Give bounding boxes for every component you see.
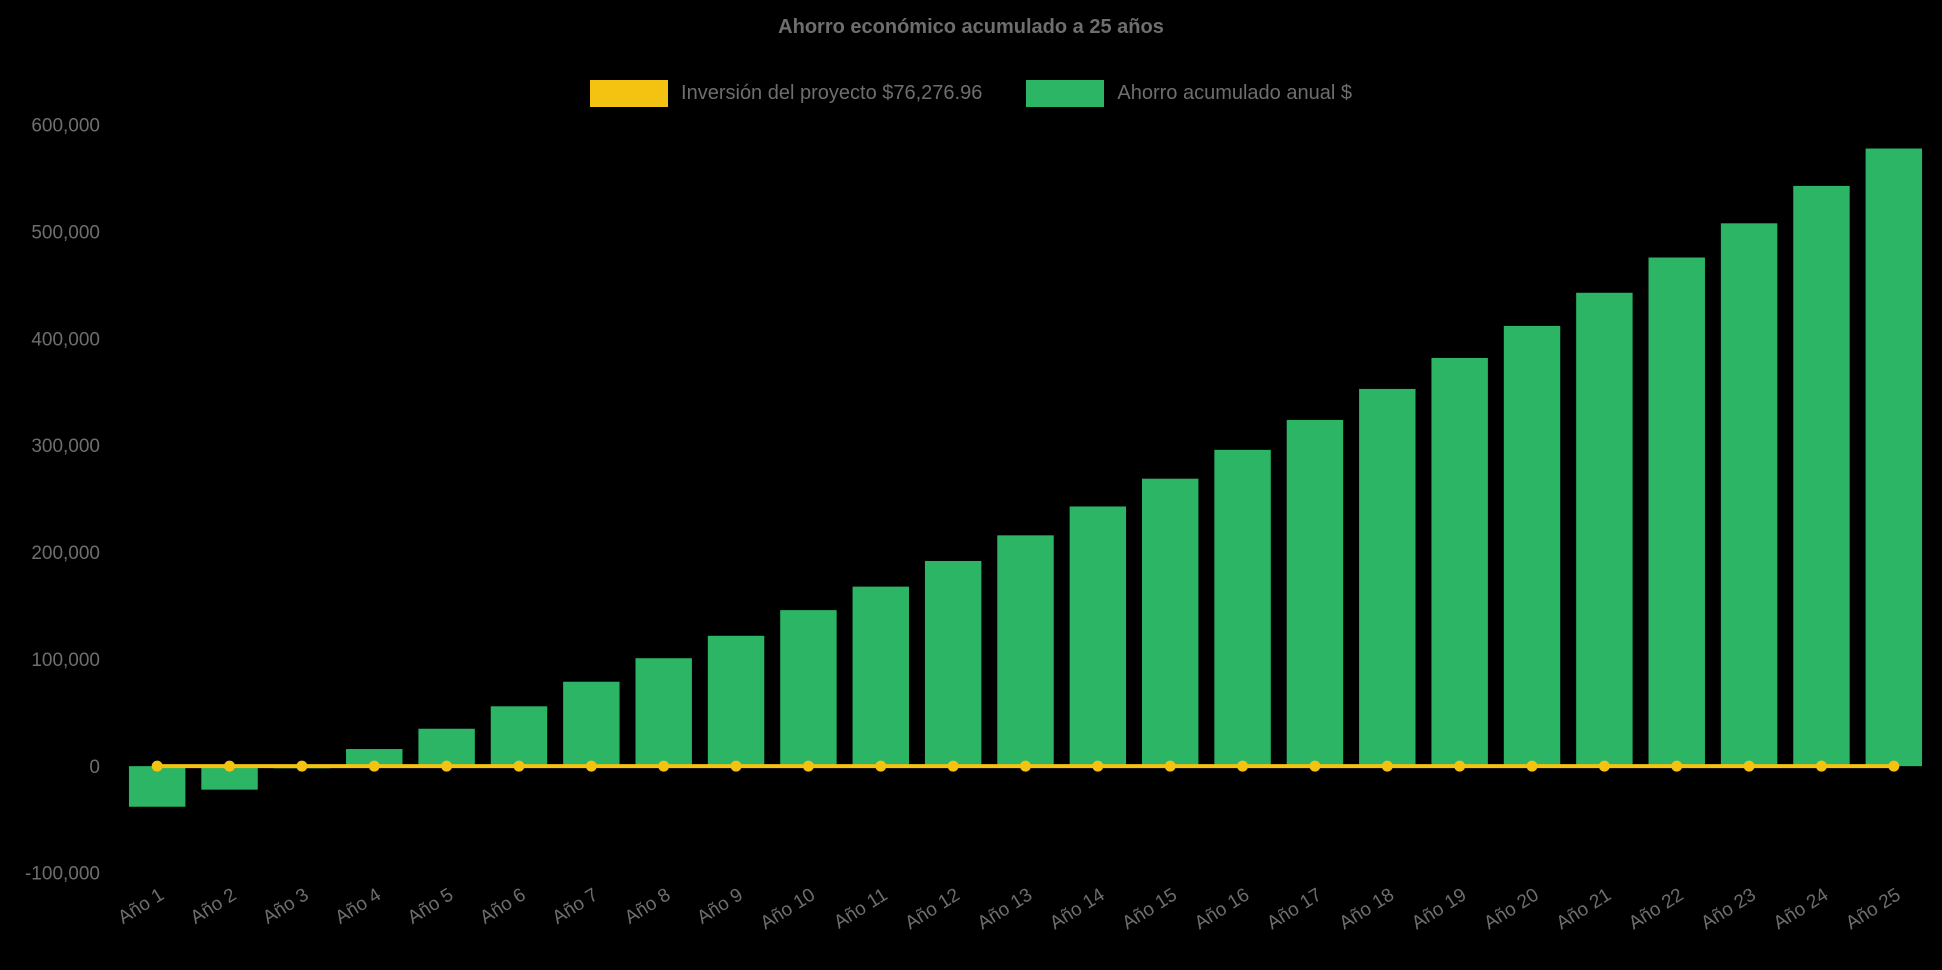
legend-swatch-savings <box>1026 80 1105 107</box>
x-tick-label: Año 10 <box>757 884 819 934</box>
x-tick-label: Año 18 <box>1336 884 1398 934</box>
savings-bar[interactable] <box>707 635 765 767</box>
savings-bar[interactable] <box>1576 292 1633 767</box>
savings-bar[interactable] <box>201 766 258 790</box>
investment-point[interactable] <box>1815 760 1827 772</box>
investment-point[interactable] <box>1092 760 1104 772</box>
chart-title: Ahorro económico acumulado a 25 años <box>778 16 1164 38</box>
investment-point[interactable] <box>1743 760 1755 772</box>
x-tick-label: Año 11 <box>830 884 891 933</box>
investment-point[interactable] <box>296 760 308 772</box>
investment-point[interactable] <box>1237 760 1249 772</box>
investment-point[interactable] <box>1309 760 1321 772</box>
x-tick-label: Año 20 <box>1480 884 1542 934</box>
investment-point[interactable] <box>802 760 814 772</box>
y-tick-label: 600,000 <box>31 116 100 137</box>
investment-point[interactable] <box>1598 760 1610 772</box>
y-tick-label: 200,000 <box>31 543 100 564</box>
investment-point[interactable] <box>1888 760 1900 772</box>
savings-bar[interactable] <box>128 766 186 807</box>
legend-label-investment: Inversión del proyecto $76,276.96 <box>681 82 983 104</box>
investment-point[interactable] <box>585 760 597 772</box>
x-tick-label: Año 21 <box>1553 884 1615 934</box>
investment-point[interactable] <box>1526 760 1538 772</box>
x-tick-label: Año 16 <box>1191 884 1253 934</box>
savings-bar[interactable] <box>1503 325 1561 767</box>
chart-legend: Inversión del proyecto $76,276.96 Ahorro… <box>0 80 1942 107</box>
investment-point[interactable] <box>368 760 380 772</box>
x-tick-label: Año 24 <box>1770 884 1833 934</box>
investment-point[interactable] <box>947 760 959 772</box>
savings-bar[interactable] <box>780 610 837 767</box>
investment-point[interactable] <box>658 760 670 772</box>
x-tick-label: Año 13 <box>974 884 1036 934</box>
savings-bar[interactable] <box>1648 257 1705 767</box>
investment-point[interactable] <box>1671 760 1683 772</box>
x-tick-label: Año 4 <box>332 884 386 928</box>
savings-bar[interactable] <box>1865 148 1923 767</box>
savings-bar[interactable] <box>346 749 403 767</box>
savings-bar[interactable] <box>1720 223 1778 767</box>
y-tick-label: 400,000 <box>31 329 100 350</box>
investment-point[interactable] <box>1020 760 1031 772</box>
investment-point[interactable] <box>441 760 453 772</box>
x-tick-label: Año 6 <box>476 884 529 928</box>
x-tick-label: Año 17 <box>1263 884 1325 934</box>
savings-bar[interactable] <box>852 586 910 767</box>
investment-point[interactable] <box>224 760 236 772</box>
legend-swatch-investment <box>590 80 669 107</box>
savings-bar[interactable] <box>563 681 620 767</box>
savings-bar[interactable] <box>1431 357 1488 767</box>
savings-bar[interactable] <box>635 658 692 767</box>
y-tick-label: 300,000 <box>31 436 100 457</box>
investment-point[interactable] <box>1381 760 1393 772</box>
x-tick-label: Año 19 <box>1408 884 1470 934</box>
savings-bar[interactable] <box>1286 419 1344 767</box>
legend-label-savings: Ahorro acumulado anual $ <box>1117 82 1352 104</box>
x-tick-label: Año 23 <box>1698 884 1760 934</box>
savings-bar[interactable] <box>1069 506 1127 767</box>
legend-item-investment[interactable]: Inversión del proyecto $76,276.96 <box>590 80 982 107</box>
investment-point[interactable] <box>513 760 525 772</box>
x-tick-label: Año 22 <box>1625 884 1687 934</box>
investment-point[interactable] <box>151 760 163 772</box>
savings-bar[interactable] <box>490 706 548 767</box>
savings-bar[interactable] <box>1214 449 1271 767</box>
investment-point[interactable] <box>1454 760 1466 772</box>
investment-point[interactable] <box>730 760 742 772</box>
x-tick-label: Año 5 <box>404 884 457 928</box>
x-tick-label: Año 3 <box>259 884 312 928</box>
y-tick-label: 0 <box>89 757 100 778</box>
y-tick-label: 500,000 <box>31 223 100 244</box>
x-tick-label: Año 25 <box>1842 884 1904 934</box>
legend-item-savings[interactable]: Ahorro acumulado anual $ <box>1026 80 1352 107</box>
savings-bar[interactable] <box>1793 185 1850 767</box>
y-tick-label: -100,000 <box>25 864 100 885</box>
savings-bar[interactable] <box>1141 478 1199 767</box>
x-tick-label: Año 15 <box>1119 884 1181 934</box>
investment-point[interactable] <box>875 760 887 772</box>
savings-bar[interactable] <box>418 728 475 767</box>
x-tick-label: Año 9 <box>693 884 746 928</box>
savings-bar[interactable] <box>1359 388 1416 767</box>
x-tick-label: Año 1 <box>115 884 168 928</box>
investment-point[interactable] <box>1164 760 1176 772</box>
x-tick-label: Año 2 <box>187 884 240 928</box>
y-tick-label: 100,000 <box>31 650 100 671</box>
x-tick-label: Año 7 <box>549 884 602 928</box>
x-tick-label: Año 8 <box>621 884 674 928</box>
x-tick-label: Año 14 <box>1046 884 1109 934</box>
savings-bar[interactable] <box>924 560 982 767</box>
x-tick-label: Año 12 <box>902 884 964 934</box>
savings-bar[interactable] <box>997 535 1054 767</box>
